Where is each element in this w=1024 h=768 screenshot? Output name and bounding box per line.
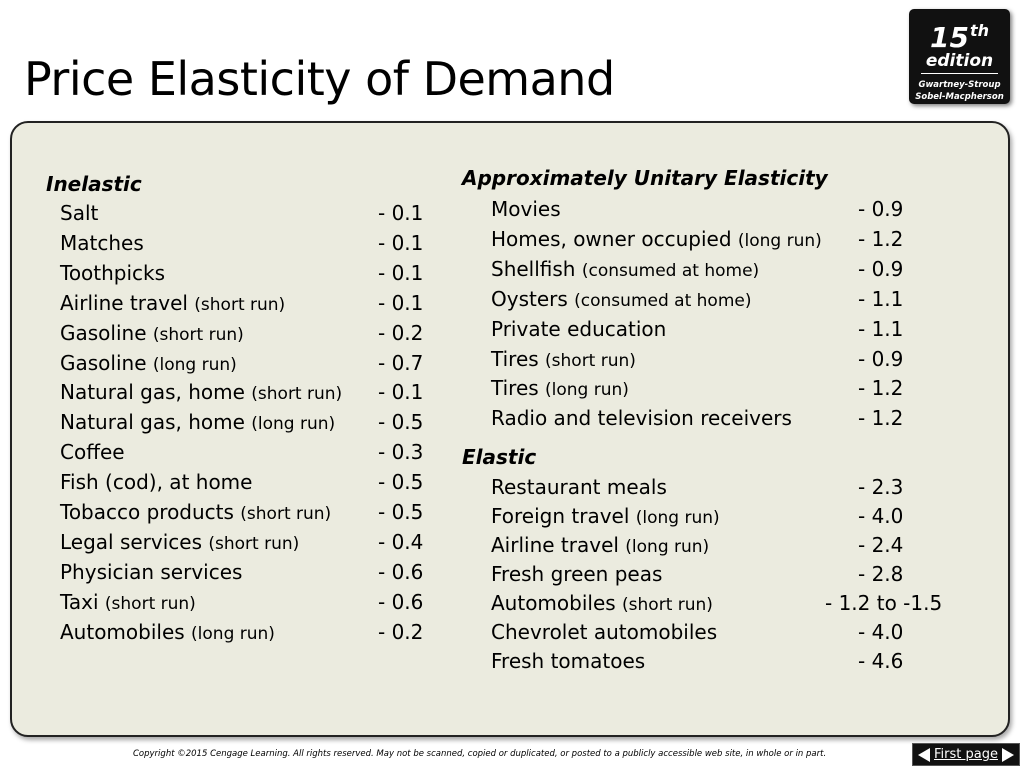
unitary-row-label: Oysters (consumed at home) [491, 287, 752, 311]
inelastic-row-value: - 0.7 [378, 351, 424, 375]
inelastic-row-label: Salt [60, 201, 99, 225]
arrow-left-icon [918, 747, 931, 762]
unitary-row-label: Tires (short run) [491, 347, 636, 371]
inelastic-row-value: - 0.2 [378, 620, 424, 644]
inelastic-row-label: Automobiles (long run) [60, 620, 275, 644]
unitary-row-value: - 1.2 [858, 227, 904, 251]
unitary-row-value: - 1.1 [858, 287, 904, 311]
elastic-row-value: - 4.0 [858, 504, 904, 528]
inelastic-row-label: Airline travel (short run) [60, 291, 286, 315]
unitary-row-label: Homes, owner occupied (long run) [491, 227, 822, 251]
copyright-notice: Copyright ©2015 Cengage Learning. All ri… [133, 749, 827, 759]
elastic-row-label: Chevrolet automobiles [491, 620, 718, 644]
arrow-right-icon [1001, 747, 1014, 762]
unitary-row-label: Private education [491, 317, 667, 341]
inelastic-row-label: Physician services [60, 560, 243, 584]
unitary-heading: Approximately Unitary Elasticity [462, 166, 828, 190]
inelastic-row-value: - 0.1 [378, 380, 424, 404]
inelastic-row-label: Gasoline (long run) [60, 351, 237, 375]
inelastic-row-label: Legal services (short run) [60, 530, 300, 554]
inelastic-row-value: - 0.1 [378, 261, 424, 285]
inelastic-row-value: - 0.5 [378, 470, 424, 494]
first-page-button[interactable]: First page [912, 743, 1020, 766]
inelastic-row-value: - 0.2 [378, 321, 424, 345]
unitary-row-value: - 0.9 [858, 197, 904, 221]
unitary-row-value: - 1.2 [858, 406, 904, 430]
elastic-row-value: - 2.3 [858, 475, 904, 499]
inelastic-heading: Inelastic [46, 172, 142, 196]
elastic-row-label: Foreign travel (long run) [491, 504, 720, 528]
inelastic-row-label: Natural gas, home (long run) [60, 410, 336, 434]
inelastic-row-label: Natural gas, home (short run) [60, 380, 343, 404]
edition-number: 15th [929, 21, 989, 54]
inelastic-row-label: Toothpicks [60, 261, 166, 285]
unitary-row-label: Tires (long run) [491, 376, 629, 400]
unitary-row-value: - 1.2 [858, 376, 904, 400]
inelastic-row-value: - 0.4 [378, 530, 424, 554]
inelastic-row-value: - 0.6 [378, 590, 424, 614]
unitary-row-value: - 0.9 [858, 347, 904, 371]
inelastic-row-label: Fish (cod), at home [60, 470, 253, 494]
unitary-row-label: Radio and television receivers [491, 406, 792, 430]
elasticity-table-panel: Inelastic Approximately Unitary Elastici… [10, 121, 1010, 737]
badge-authors: Gwartney-Stroup Sobel-Macpherson [915, 80, 1004, 102]
inelastic-row-value: - 0.1 [378, 201, 424, 225]
inelastic-row-label: Coffee [60, 440, 125, 464]
inelastic-row-value: - 0.3 [378, 440, 424, 464]
elastic-row-label: Airline travel (long run) [491, 533, 710, 557]
unitary-row-label: Movies [491, 197, 561, 221]
elastic-row-label: Automobiles (short run) [491, 591, 713, 615]
elastic-row-label: Fresh tomatoes [491, 649, 646, 673]
elastic-row-value: - 4.6 [858, 649, 904, 673]
inelastic-row-label: Matches [60, 231, 144, 255]
elastic-row-label: Fresh green peas [491, 562, 663, 586]
badge-divider [921, 73, 998, 74]
inelastic-row-label: Taxi (short run) [60, 590, 196, 614]
inelastic-row-value: - 0.5 [378, 410, 424, 434]
page-title: Price Elasticity of Demand [24, 52, 615, 106]
elastic-row-value: - 4.0 [858, 620, 904, 644]
edition-label: edition [925, 51, 994, 71]
inelastic-row-value: - 0.6 [378, 560, 424, 584]
inelastic-row-label: Gasoline (short run) [60, 321, 244, 345]
inelastic-row-value: - 0.5 [378, 500, 424, 524]
first-page-label: First page [934, 747, 998, 762]
elastic-row-value: - 2.8 [858, 562, 904, 586]
unitary-row-label: Shellfish (consumed at home) [491, 257, 760, 281]
elastic-row-value: - 2.4 [858, 533, 904, 557]
inelastic-row-value: - 0.1 [378, 231, 424, 255]
elastic-row-label: Restaurant meals [491, 475, 667, 499]
inelastic-row-label: Tobacco products (short run) [60, 500, 332, 524]
unitary-row-value: - 0.9 [858, 257, 904, 281]
inelastic-row-value: - 0.1 [378, 291, 424, 315]
elastic-heading: Elastic [462, 445, 537, 469]
unitary-row-value: - 1.1 [858, 317, 904, 341]
edition-badge: 15th edition Gwartney-Stroup Sobel-Macph… [909, 9, 1010, 104]
elastic-row-value: - 1.2 to -1.5 [825, 591, 943, 615]
